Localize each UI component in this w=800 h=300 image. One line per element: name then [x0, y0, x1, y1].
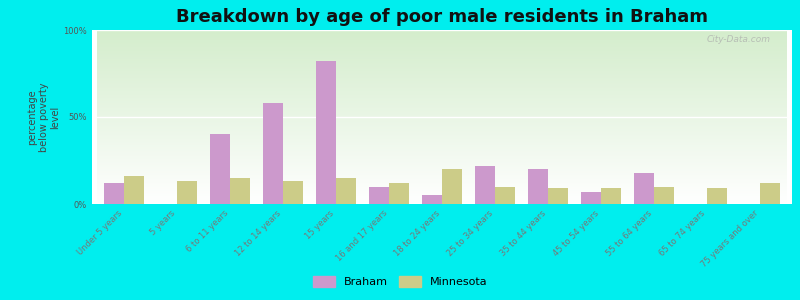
Bar	[422, 195, 442, 204]
Bar	[262, 103, 283, 204]
Bar	[389, 183, 409, 204]
Bar	[495, 187, 515, 204]
Bar	[707, 188, 727, 204]
Bar	[369, 187, 389, 204]
Bar	[336, 178, 356, 204]
Bar	[442, 169, 462, 204]
Bar	[634, 173, 654, 204]
Y-axis label: percentage
below poverty
level: percentage below poverty level	[27, 82, 61, 152]
Bar	[230, 178, 250, 204]
Legend: Braham, Minnesota: Braham, Minnesota	[308, 271, 492, 291]
Bar	[654, 187, 674, 204]
Bar	[283, 182, 303, 204]
Text: City-Data.com: City-Data.com	[707, 35, 771, 44]
Title: Breakdown by age of poor male residents in Braham: Breakdown by age of poor male residents …	[176, 8, 708, 26]
Bar	[581, 192, 601, 204]
Bar	[760, 183, 780, 204]
Bar	[601, 188, 622, 204]
Bar	[124, 176, 144, 204]
Bar	[104, 183, 124, 204]
Bar	[210, 134, 230, 204]
Bar	[475, 166, 495, 204]
Bar	[528, 169, 548, 204]
Bar	[548, 188, 568, 204]
Bar	[177, 182, 197, 204]
Bar	[316, 61, 336, 204]
